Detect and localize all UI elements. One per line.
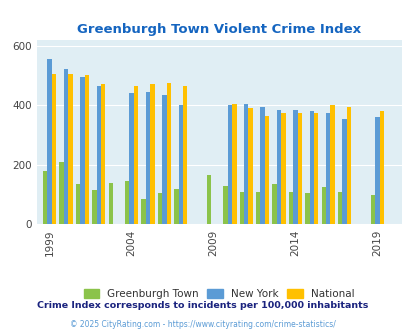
Bar xyxy=(80,77,84,224)
Bar xyxy=(52,74,56,224)
Bar xyxy=(374,117,379,224)
Bar xyxy=(162,95,166,224)
Bar xyxy=(337,192,341,224)
Bar xyxy=(313,113,318,224)
Bar xyxy=(321,187,325,224)
Bar xyxy=(264,115,269,224)
Bar xyxy=(223,186,227,224)
Bar xyxy=(174,189,178,224)
Bar xyxy=(260,107,264,224)
Bar xyxy=(47,59,52,224)
Bar xyxy=(330,105,334,224)
Bar xyxy=(101,84,105,224)
Bar xyxy=(207,175,211,224)
Bar xyxy=(129,93,134,224)
Bar xyxy=(281,113,285,224)
Bar xyxy=(239,192,243,224)
Bar xyxy=(43,171,47,224)
Bar xyxy=(145,92,150,224)
Bar xyxy=(325,113,330,224)
Bar xyxy=(232,104,236,224)
Legend: Greenburgh Town, New York, National: Greenburgh Town, New York, National xyxy=(79,285,358,303)
Bar xyxy=(288,192,292,224)
Bar xyxy=(178,105,183,224)
Bar xyxy=(157,193,162,224)
Bar xyxy=(292,110,297,224)
Bar xyxy=(76,184,80,224)
Bar xyxy=(150,84,154,224)
Bar xyxy=(96,86,101,224)
Bar xyxy=(379,111,383,224)
Bar xyxy=(64,69,68,224)
Bar xyxy=(346,107,350,224)
Bar xyxy=(243,104,248,224)
Bar xyxy=(256,192,260,224)
Bar xyxy=(134,86,138,224)
Bar xyxy=(141,199,145,224)
Bar xyxy=(248,108,252,224)
Bar xyxy=(125,181,129,224)
Bar xyxy=(68,74,72,224)
Bar xyxy=(341,118,346,224)
Bar xyxy=(272,184,276,224)
Bar xyxy=(59,162,64,224)
Text: Crime Index corresponds to incidents per 100,000 inhabitants: Crime Index corresponds to incidents per… xyxy=(37,301,368,310)
Bar xyxy=(92,190,96,224)
Bar xyxy=(370,195,374,224)
Bar xyxy=(183,86,187,224)
Bar xyxy=(227,105,232,224)
Text: © 2025 CityRating.com - https://www.cityrating.com/crime-statistics/: © 2025 CityRating.com - https://www.city… xyxy=(70,319,335,329)
Bar xyxy=(297,113,301,224)
Bar xyxy=(309,111,313,224)
Bar xyxy=(108,183,113,224)
Bar xyxy=(305,193,309,224)
Title: Greenburgh Town Violent Crime Index: Greenburgh Town Violent Crime Index xyxy=(77,23,360,36)
Bar xyxy=(84,75,89,224)
Bar xyxy=(166,83,171,224)
Bar xyxy=(276,110,281,224)
